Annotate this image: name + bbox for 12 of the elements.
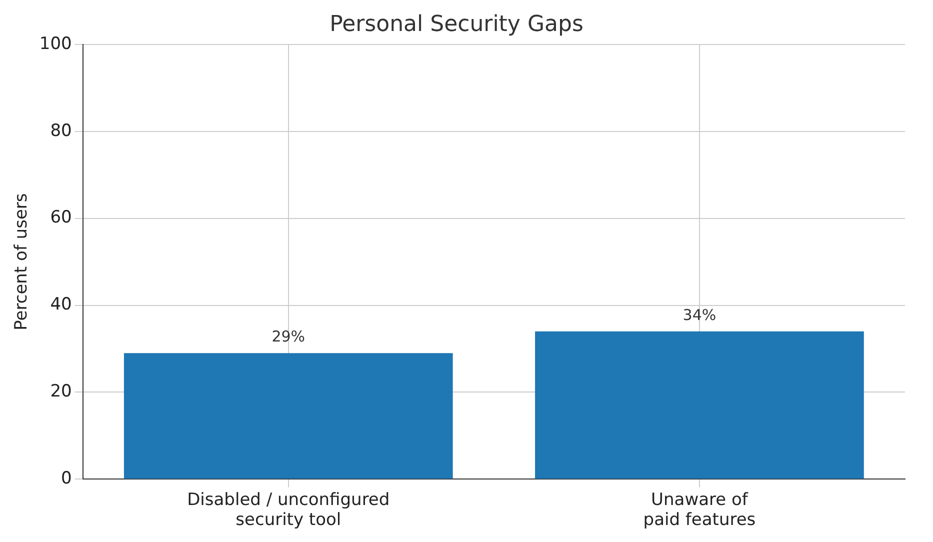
- chart-title: Personal Security Gaps: [330, 12, 584, 37]
- y-tick-label: 40: [50, 294, 72, 315]
- y-tick-label: 0: [61, 468, 72, 489]
- y-tick-label: 100: [39, 34, 72, 54]
- y-axis-title: Percent of users: [12, 193, 32, 330]
- x-tick-label: Unaware of paid features: [643, 490, 756, 530]
- x-tick-label: Disabled / unconfigured security tool: [187, 490, 390, 530]
- y-tick-label: 20: [50, 382, 72, 402]
- data-label: 29%: [272, 328, 306, 346]
- data-label: 34%: [682, 306, 716, 324]
- y-tick-label: 60: [50, 208, 72, 228]
- y-tick-label: 80: [50, 120, 72, 141]
